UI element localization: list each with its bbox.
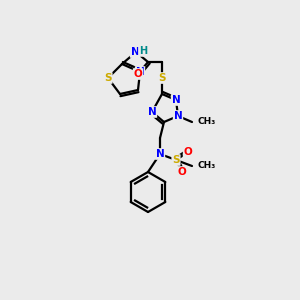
Text: N: N xyxy=(136,67,144,77)
Text: S: S xyxy=(158,73,166,83)
Text: N: N xyxy=(172,95,180,105)
Text: CH₃: CH₃ xyxy=(197,161,215,170)
Text: O: O xyxy=(184,147,192,157)
Text: S: S xyxy=(172,155,180,165)
Text: S: S xyxy=(104,73,112,83)
Text: CH₃: CH₃ xyxy=(198,118,216,127)
Text: N: N xyxy=(156,149,164,159)
Text: H: H xyxy=(139,46,147,56)
Text: N: N xyxy=(174,111,182,121)
Text: O: O xyxy=(178,167,186,177)
Text: O: O xyxy=(134,69,142,79)
Text: N: N xyxy=(130,47,140,57)
Text: N: N xyxy=(148,107,156,117)
